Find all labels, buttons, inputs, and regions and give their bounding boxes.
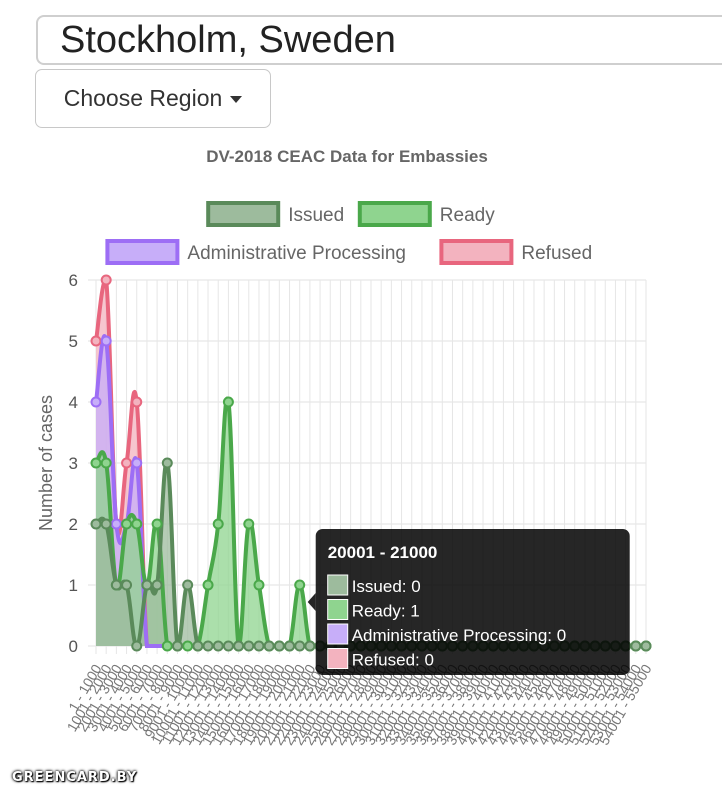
point-refused — [131, 396, 143, 408]
point-issued — [121, 579, 133, 591]
point-issued — [202, 640, 214, 652]
point-issued — [90, 518, 102, 530]
y-tick-label: 6 — [69, 271, 78, 290]
area-issued — [96, 462, 646, 646]
point-issued — [182, 579, 194, 591]
point-administrative-processing — [100, 335, 112, 347]
point-ready — [212, 518, 224, 530]
location-input[interactable] — [36, 15, 722, 65]
point-issued — [161, 457, 173, 469]
legend-swatch — [439, 239, 514, 265]
point-issued — [110, 579, 122, 591]
point-ready — [294, 579, 306, 591]
point-issued — [151, 579, 163, 591]
tooltip-swatch — [327, 648, 349, 669]
tooltip-line: Ready: 1 — [352, 602, 420, 621]
point-issued — [630, 640, 642, 652]
point-refused — [121, 457, 133, 469]
point-issued — [284, 640, 296, 652]
point-ready — [202, 579, 214, 591]
point-administrative-processing — [131, 457, 143, 469]
point-issued — [192, 640, 204, 652]
y-tick-label: 1 — [69, 576, 78, 595]
chart-tooltip: 20001 - 21000 Issued: 0 Ready: 1 Administra… — [307, 529, 630, 675]
tooltip-line: Refused: 0 — [352, 651, 434, 670]
tooltip-box — [315, 529, 630, 675]
chart-legend: Issued Ready Administrative Processing Refu… — [105, 201, 592, 265]
legend-label: Administrative Processing — [187, 243, 406, 264]
tooltip-arrow — [307, 593, 316, 611]
tooltip-line: Administrative Processing: 0 — [352, 626, 566, 645]
legend-item-refused[interactable]: Refused — [439, 239, 592, 265]
point-issued — [222, 640, 234, 652]
point-issued — [263, 640, 275, 652]
tooltip-line: Issued: 0 — [352, 577, 421, 596]
point-issued — [131, 640, 143, 652]
point-ready — [121, 518, 133, 530]
point-administrative-processing — [110, 518, 122, 530]
point-ready — [90, 457, 102, 469]
choose-region-label: Choose Region — [63, 85, 223, 111]
point-ready — [182, 640, 194, 652]
point-administrative-processing — [90, 396, 102, 408]
tooltip-title: 20001 - 21000 — [328, 543, 438, 562]
point-issued — [233, 640, 245, 652]
point-ready — [253, 579, 265, 591]
point-refused — [90, 335, 102, 347]
point-issued — [171, 640, 183, 652]
legend-swatch — [105, 239, 180, 265]
caret-down-icon — [230, 96, 243, 103]
legend-swatch — [357, 201, 432, 227]
tooltip-swatch — [327, 623, 349, 645]
legend-item-issued[interactable]: Issued — [206, 201, 344, 227]
point-ready — [151, 518, 163, 530]
y-tick-label: 4 — [69, 393, 78, 412]
y-tick-label: 2 — [69, 515, 78, 534]
partial-label — [36, 0, 76, 2]
y-tick-label: 0 — [69, 637, 78, 656]
y-tick-label: 3 — [69, 454, 78, 473]
tooltip-swatch — [327, 599, 349, 620]
point-issued — [253, 640, 265, 652]
point-ready — [100, 457, 112, 469]
legend-swatch — [206, 201, 281, 227]
legend-item-ready[interactable]: Ready — [357, 201, 495, 227]
point-issued — [304, 640, 316, 652]
point-issued — [243, 640, 255, 652]
y-axis-label: Number of cases — [36, 395, 56, 531]
point-ready — [131, 518, 143, 530]
chart-title: DV-2018 CEAC Data for Embassies — [206, 147, 488, 166]
legend-item-administrative-processing[interactable]: Administrative Processing — [105, 239, 406, 265]
point-ready — [161, 640, 173, 652]
point-issued — [212, 640, 224, 652]
tooltip-swatch — [327, 574, 349, 596]
watermark: GREENCARD.BY — [12, 770, 138, 785]
choose-region-button[interactable]: Choose Region — [35, 69, 271, 128]
legend-label: Ready — [440, 205, 495, 226]
point-issued — [640, 640, 652, 652]
point-refused — [100, 274, 112, 286]
y-axis-ticks: 0 1 2 3 4 5 6 — [69, 271, 78, 656]
point-issued — [100, 518, 112, 530]
point-ready — [222, 396, 234, 408]
point-issued — [141, 579, 153, 591]
point-ready — [243, 518, 255, 530]
point-issued — [294, 640, 306, 652]
legend-label: Refused — [521, 243, 592, 264]
y-tick-label: 5 — [69, 332, 78, 351]
point-issued — [273, 640, 285, 652]
legend-label: Issued — [288, 205, 344, 226]
cases-chart: DV-2018 CEAC Data for Embassies Issued Re… — [36, 147, 655, 748]
